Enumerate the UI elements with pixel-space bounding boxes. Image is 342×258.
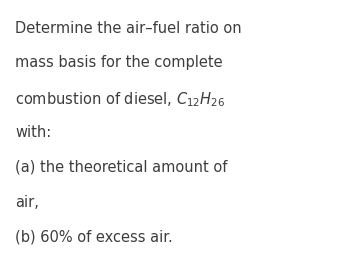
Text: (b) 60% of excess air.: (b) 60% of excess air. <box>15 230 173 245</box>
Text: with:: with: <box>15 125 52 140</box>
Text: air,: air, <box>15 195 39 210</box>
Text: Determine the air–fuel ratio on: Determine the air–fuel ratio on <box>15 21 242 36</box>
Text: combustion of diesel, $C_{12}H_{26}$: combustion of diesel, $C_{12}H_{26}$ <box>15 90 226 109</box>
Text: (a) the theoretical amount of: (a) the theoretical amount of <box>15 160 228 175</box>
Text: mass basis for the complete: mass basis for the complete <box>15 55 223 70</box>
